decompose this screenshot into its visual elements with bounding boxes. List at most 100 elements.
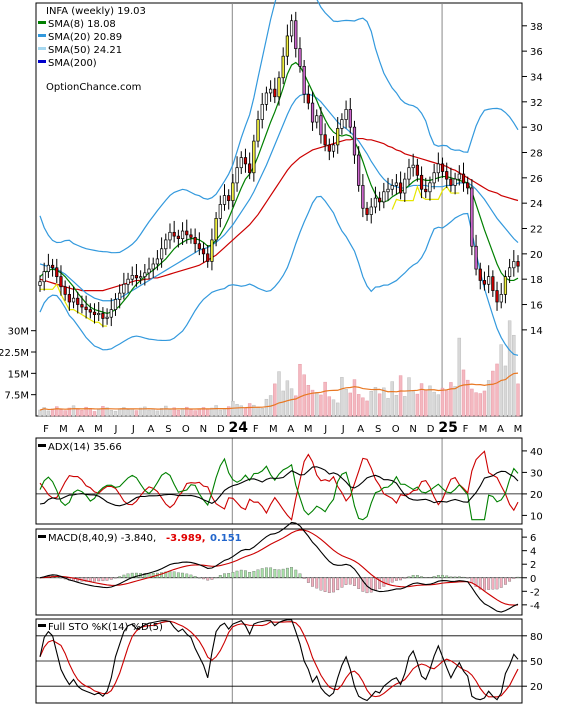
macd-hist-bar (239, 569, 243, 578)
macd-hist-bar (504, 577, 507, 585)
macd-hist-bar (214, 577, 218, 579)
macd-hist-bar (378, 577, 382, 589)
price-tick-label: 28 (530, 148, 543, 159)
panel-tick-label: 50 (530, 657, 543, 668)
candle-body (248, 163, 252, 174)
macd-hist-bar (168, 571, 172, 578)
candle-body (180, 230, 185, 239)
legend-sma20: SMA(20) 20.89 (48, 32, 122, 43)
volume-bar (130, 408, 134, 417)
volume-bar (164, 405, 168, 417)
macd-hist-bar (353, 577, 356, 586)
x-tick-label: 25 (438, 420, 457, 436)
candle-body (352, 126, 357, 156)
macd-panel: 0 -4 -2 2 4 6 MACD(8,40,9) -3.840, -3.989, 0.… (35, 521, 540, 616)
volume-bar (507, 320, 512, 417)
candle-body (118, 292, 122, 300)
macd-hist-bar (327, 577, 331, 593)
volume-bar (222, 408, 227, 417)
macd-tick-label: 4 (530, 547, 536, 558)
volume-bar (239, 405, 243, 417)
volume-bar (243, 407, 248, 417)
candle-body (109, 309, 113, 318)
candle-body (336, 128, 340, 146)
macd-hist-bar (394, 577, 398, 581)
volume-bar (273, 383, 277, 417)
candle-body (512, 261, 516, 269)
candle-body (369, 206, 373, 215)
macd-hist-bar (361, 577, 365, 592)
candle-body (231, 182, 235, 201)
macd-hist-bar (88, 577, 92, 582)
x-tick-label: M (479, 424, 488, 435)
macd-hist-bar (499, 577, 503, 588)
volume-bar (503, 365, 508, 417)
volume-bar (306, 385, 311, 417)
candle-body (214, 218, 218, 241)
macd-hist-bar (374, 577, 377, 591)
sma20-line (39, 93, 519, 302)
macd-hist-bar (269, 567, 273, 578)
volume-bar (356, 394, 361, 417)
volume-bar (42, 407, 46, 417)
macd-hist-bar (302, 577, 306, 579)
candle-body (164, 239, 168, 250)
macd-hist-bar (181, 572, 184, 578)
macd-hist-bar (407, 576, 411, 578)
volume-bar (226, 406, 231, 417)
macd-hist-bar (319, 577, 323, 591)
candle-body (172, 231, 176, 237)
volume-bar (398, 375, 403, 417)
volume-bar (319, 394, 323, 417)
candle-body (487, 276, 491, 285)
candle-body (436, 163, 440, 174)
candle-body (390, 185, 394, 190)
volume-bar (159, 408, 164, 417)
volume-bar (59, 409, 63, 417)
adx-swatch (38, 444, 46, 447)
macd-hist-bar (164, 571, 168, 578)
candle-body (159, 248, 164, 260)
macd-hist-bar (210, 577, 214, 580)
volume-bar (38, 409, 42, 417)
macd-hist-bar (348, 577, 352, 585)
candle-body (210, 239, 214, 262)
candle-body (168, 231, 172, 241)
macd-hist-bar (227, 573, 231, 578)
macd-hist-bar (411, 575, 415, 578)
legend-swatch-sma200 (38, 60, 46, 63)
candle-body (306, 93, 310, 104)
candles (38, 11, 520, 328)
volume-bar (348, 392, 352, 417)
candle-body (143, 272, 147, 278)
x-tick-label: M (94, 424, 103, 435)
candle-body (134, 275, 139, 279)
volume-bar (155, 410, 160, 417)
macd-hist-bar (315, 577, 319, 589)
volume-bar (461, 369, 466, 417)
candle-body (424, 188, 428, 193)
volume-bar (361, 397, 365, 417)
volume-bar (335, 402, 340, 417)
volume-bar (101, 406, 105, 417)
volume-bar (126, 409, 130, 417)
volume-bar (470, 388, 474, 417)
candle-body (80, 304, 84, 308)
candle-body (445, 171, 449, 180)
candle-body (491, 276, 495, 291)
volume-bar (180, 408, 185, 417)
adx-grid: 20 10 30 40 (36, 447, 543, 522)
volume-bar (80, 410, 84, 417)
macd-hist-bar (516, 576, 520, 578)
x-tick-label: D (427, 424, 435, 435)
volume-bar (424, 389, 428, 417)
macd-hist-bar (244, 570, 247, 578)
x-tick-label: 24 (229, 420, 249, 436)
volume-bar (486, 380, 491, 417)
volume-bar (147, 409, 151, 417)
bollinger-bands (39, 0, 519, 356)
volume-bar (218, 409, 223, 417)
candle-body (130, 275, 134, 280)
